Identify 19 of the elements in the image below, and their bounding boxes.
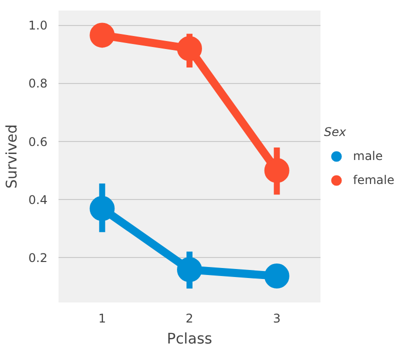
point <box>90 22 115 48</box>
y-tick-label: 0.6 <box>28 134 48 149</box>
x-axis-title: Pclass <box>166 330 212 348</box>
x-tick-label: 2 <box>186 312 194 326</box>
point <box>177 257 202 282</box>
y-tick-label: 1.0 <box>28 18 48 33</box>
point <box>264 158 290 183</box>
legend-title: Sex <box>324 125 348 139</box>
legend-label: male <box>353 149 383 163</box>
x-tick-label: 1 <box>98 312 106 326</box>
y-tick-label: 0.8 <box>28 76 48 91</box>
point <box>90 196 115 222</box>
point <box>177 36 202 62</box>
legend-label: female <box>353 173 394 187</box>
x-tick-label: 3 <box>273 312 281 326</box>
y-tick-label: 0.2 <box>28 251 48 266</box>
y-tick-label: 0.4 <box>28 193 48 208</box>
point <box>264 264 290 289</box>
y-axis-title: Survived <box>3 124 20 189</box>
